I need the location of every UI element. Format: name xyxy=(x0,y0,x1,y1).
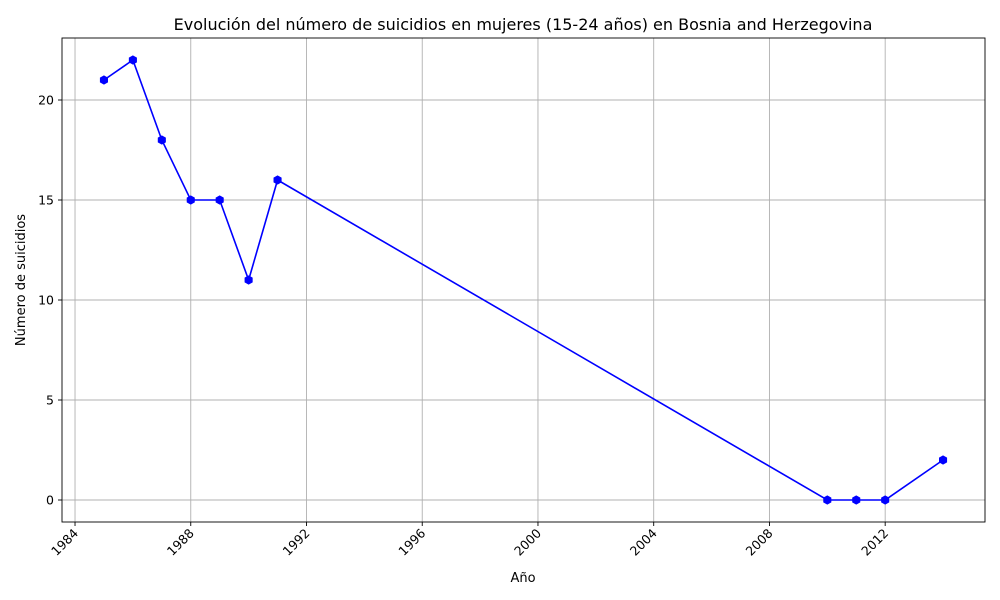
x-tick-label: 1992 xyxy=(280,526,313,559)
data-point xyxy=(157,135,166,145)
x-tick-label: 2000 xyxy=(511,525,544,558)
grid xyxy=(62,38,985,522)
axes: 1984 1988 1992 1996 2000 2004 2008 2012 0 5 10 15 20 xyxy=(38,37,986,559)
y-tick-label: 0 xyxy=(46,493,54,508)
x-tick-label: 1984 xyxy=(48,525,81,558)
x-tick-label: 1996 xyxy=(395,525,428,558)
y-tick-label: 15 xyxy=(38,193,54,208)
data-point xyxy=(215,195,224,205)
y-axis-label: Número de suicidios xyxy=(14,214,29,346)
chart-title: Evolución del número de suicidios en muj… xyxy=(174,15,873,34)
data-point xyxy=(939,455,948,465)
series-line xyxy=(103,58,944,501)
data-point xyxy=(186,195,195,205)
y-tick-label: 5 xyxy=(46,393,54,408)
x-tick-label: 2004 xyxy=(627,525,660,558)
x-tick-label: 1988 xyxy=(164,525,197,558)
data-point xyxy=(881,495,890,505)
data-point xyxy=(128,55,137,65)
x-axis-label: Año xyxy=(510,571,535,586)
plot-frame xyxy=(61,37,986,523)
data-point xyxy=(99,75,108,85)
x-tick-label: 2008 xyxy=(742,525,775,558)
y-tick-label: 20 xyxy=(38,93,54,108)
y-tick-label: 10 xyxy=(38,293,54,308)
data-point xyxy=(244,275,253,285)
data-point xyxy=(852,495,861,505)
data-point xyxy=(273,175,282,185)
x-tick-label: 2012 xyxy=(858,526,891,559)
data-point xyxy=(823,495,832,505)
series-layer xyxy=(99,55,948,505)
